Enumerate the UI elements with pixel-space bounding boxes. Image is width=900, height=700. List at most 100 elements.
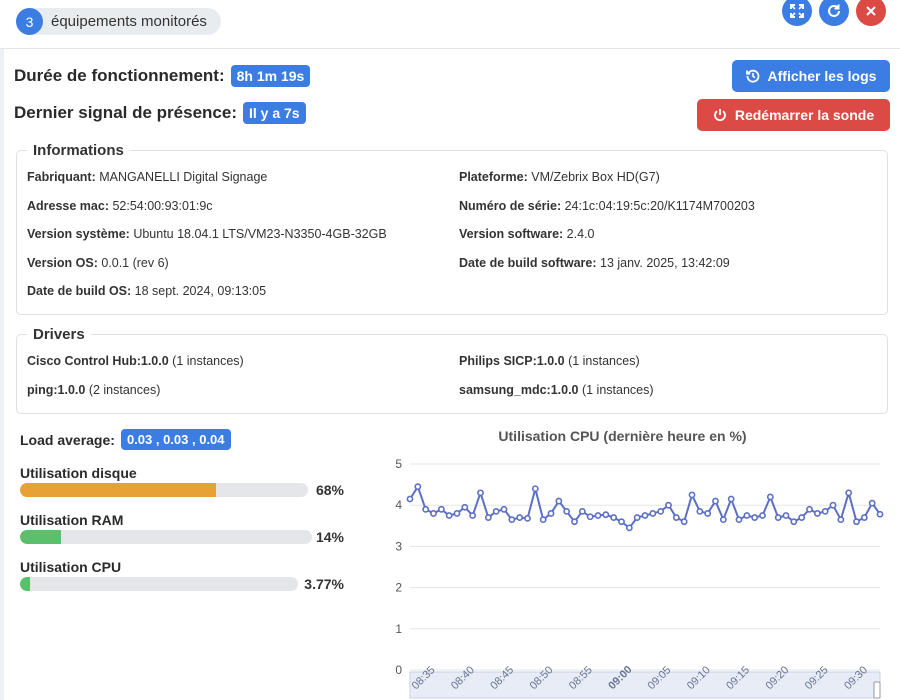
driver-row-value: (1 instances) <box>578 382 654 397</box>
cpu-data-point <box>594 512 602 519</box>
disk-usage-percent: 68% <box>315 482 344 498</box>
info-row: Fabriquant: MANGANELLI Digital Signage <box>27 170 267 184</box>
cpu-data-point <box>735 516 743 524</box>
cpu-data-point <box>406 495 414 503</box>
driver-row: Cisco Control Hub:1.0.0 (1 instances) <box>27 354 244 368</box>
cpu-data-point <box>688 491 696 499</box>
disk-usage-fill <box>20 483 216 497</box>
cpu-usage-fill <box>20 577 31 591</box>
expand-button[interactable] <box>782 0 812 26</box>
last-seen-label: Dernier signal de présence: <box>14 103 237 122</box>
refresh-icon <box>828 4 840 17</box>
info-row-value: Ubuntu 18.04.1 LTS/VM23-N3350-4GB-32GB <box>129 227 387 241</box>
cpu-data-point <box>578 507 586 515</box>
cpu-data-point <box>743 512 751 519</box>
restart-probe-button[interactable]: Redémarrer la sonde <box>697 99 890 131</box>
driver-row: samsung_mdc:1.0.0 (1 instances) <box>459 383 654 397</box>
navigator-handle <box>873 681 881 699</box>
load-average-badge: 0.03 , 0.03 , 0.04 <box>120 429 231 450</box>
info-row-key: Plateforme: <box>459 170 528 184</box>
cpu-data-point <box>555 497 563 505</box>
ram-usage-fill <box>20 530 61 544</box>
cpu-data-point <box>563 507 571 515</box>
cpu-data-point <box>751 514 759 521</box>
cpu-data-point <box>422 505 430 513</box>
cpu-data-point <box>774 514 782 521</box>
cpu-data-point <box>445 512 453 519</box>
ram-usage-percent: 14% <box>315 529 344 545</box>
cpu-data-point <box>524 514 531 522</box>
info-row: Version système: Ubuntu 18.04.1 LTS/VM23… <box>27 227 387 241</box>
ram-usage-label: Utilisation RAM <box>20 512 124 528</box>
driver-row-key: ping:1.0.0 <box>27 382 86 397</box>
close-button[interactable] <box>856 0 886 26</box>
cpu-data-point <box>437 505 445 513</box>
y-tick-label: 5 <box>395 457 402 471</box>
info-row-key: Fabriquant: <box>27 170 96 184</box>
driver-row-value: (1 instances) <box>564 354 640 368</box>
cpu-data-point <box>712 497 719 505</box>
cpu-data-point <box>813 510 821 517</box>
drivers-title: Drivers <box>33 326 85 343</box>
power-icon <box>713 109 726 122</box>
cpu-data-point <box>414 483 422 491</box>
info-row-key: Version système: <box>27 227 130 241</box>
info-row: Date de build OS: 18 sept. 2024, 09:13:0… <box>27 284 266 298</box>
uptime-badge: 8h 1m 19s <box>230 65 311 87</box>
page-left-edge <box>0 0 4 700</box>
cpu-data-point <box>680 518 688 526</box>
info-row-value: 13 janv. 2025, 13:42:09 <box>596 255 730 270</box>
cpu-data-point <box>845 489 853 497</box>
cpu-data-point <box>759 512 766 519</box>
cpu-usage-label: Utilisation CPU <box>20 559 122 575</box>
uptime-row: Durée de fonctionnement: 8h 1m 19s <box>14 65 311 87</box>
y-tick-label: 3 <box>395 539 402 553</box>
panel-header: 3 équipements monitorés <box>0 0 900 49</box>
info-row-value: 0.0.1 (rev 6) <box>97 255 169 270</box>
y-tick-label: 2 <box>395 581 402 595</box>
cpu-data-point <box>500 505 508 513</box>
load-average-row: Load average: 0.03 , 0.03 , 0.04 <box>20 429 231 450</box>
cpu-data-point <box>586 513 594 521</box>
y-tick-label: 4 <box>395 498 402 512</box>
cpu-data-point <box>853 518 860 526</box>
disk-usage-bar <box>20 483 308 497</box>
cpu-data-point <box>618 518 625 526</box>
cpu-data-point <box>602 511 610 519</box>
cpu-data-point <box>469 512 477 519</box>
driver-row-value: (2 instances) <box>85 382 161 397</box>
monitored-devices-pill: 3 équipements monitorés <box>16 8 221 35</box>
info-row: Plateforme: VM/Zebrix Box HD(G7) <box>459 170 660 184</box>
info-row-key: Version OS: <box>27 255 98 270</box>
restart-probe-label: Redémarrer la sonde <box>734 107 875 123</box>
cpu-data-point <box>837 516 845 524</box>
cpu-data-point <box>696 507 704 515</box>
cpu-data-point <box>430 510 437 517</box>
expand-icon <box>790 4 804 18</box>
cpu-data-point <box>571 518 578 526</box>
show-logs-button[interactable]: Afficher les logs <box>732 60 890 92</box>
cpu-data-point <box>539 516 547 524</box>
cpu-data-point <box>633 514 641 521</box>
y-tick-label: 0 <box>395 663 402 677</box>
uptime-label: Durée de fonctionnement: <box>14 66 225 85</box>
monitored-devices-label: équipements monitorés <box>51 13 207 30</box>
y-tick-label: 1 <box>395 622 402 636</box>
close-icon <box>866 6 876 16</box>
refresh-button[interactable] <box>819 0 849 26</box>
info-row-key: Adresse mac: <box>27 198 109 213</box>
cpu-data-point <box>477 489 484 497</box>
info-row: Adresse mac: 52:54:00:93:01:9c <box>27 199 213 213</box>
cpu-data-point <box>461 503 469 511</box>
info-row-value: MANGANELLI Digital Signage <box>95 170 268 184</box>
disk-usage-label: Utilisation disque <box>20 465 137 481</box>
info-row-key: Date de build OS: <box>27 284 132 298</box>
show-logs-label: Afficher les logs <box>767 68 877 84</box>
cpu-data-point <box>829 501 837 509</box>
info-row-key: Version software: <box>459 227 564 241</box>
cpu-data-point <box>798 514 806 521</box>
last-seen-row: Dernier signal de présence: Il y a 7s <box>14 102 306 124</box>
cpu-data-point <box>860 514 868 521</box>
cpu-data-point <box>782 512 790 519</box>
